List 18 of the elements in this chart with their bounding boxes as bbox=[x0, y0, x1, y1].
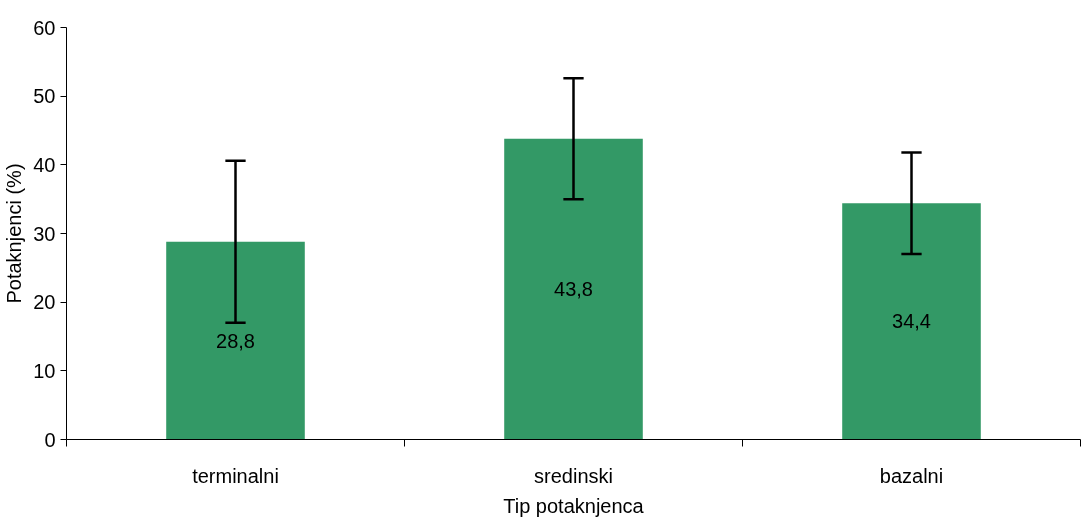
data-label: 43,8 bbox=[554, 278, 593, 301]
y-tick-label: 40 bbox=[33, 153, 56, 176]
bar bbox=[166, 241, 305, 440]
x-axis-title: Tip potaknjenca bbox=[503, 494, 645, 517]
bar bbox=[504, 138, 643, 440]
y-tick-label: 60 bbox=[33, 16, 56, 39]
y-axis-title: Potaknjenci (%) bbox=[3, 163, 26, 304]
bar bbox=[842, 203, 981, 440]
x-tick-label: terminalni bbox=[192, 464, 279, 487]
data-label: 34,4 bbox=[892, 310, 931, 333]
data-label: 28,8 bbox=[216, 329, 255, 352]
y-tick-label: 50 bbox=[33, 85, 56, 108]
y-tick-label: 10 bbox=[33, 359, 56, 382]
y-tick-label: 30 bbox=[33, 222, 56, 245]
y-tick-label: 20 bbox=[33, 291, 56, 314]
y-tick-label: 0 bbox=[44, 428, 56, 451]
x-tick-label: sredinski bbox=[534, 464, 613, 487]
x-tick-label: bazalni bbox=[879, 464, 944, 487]
